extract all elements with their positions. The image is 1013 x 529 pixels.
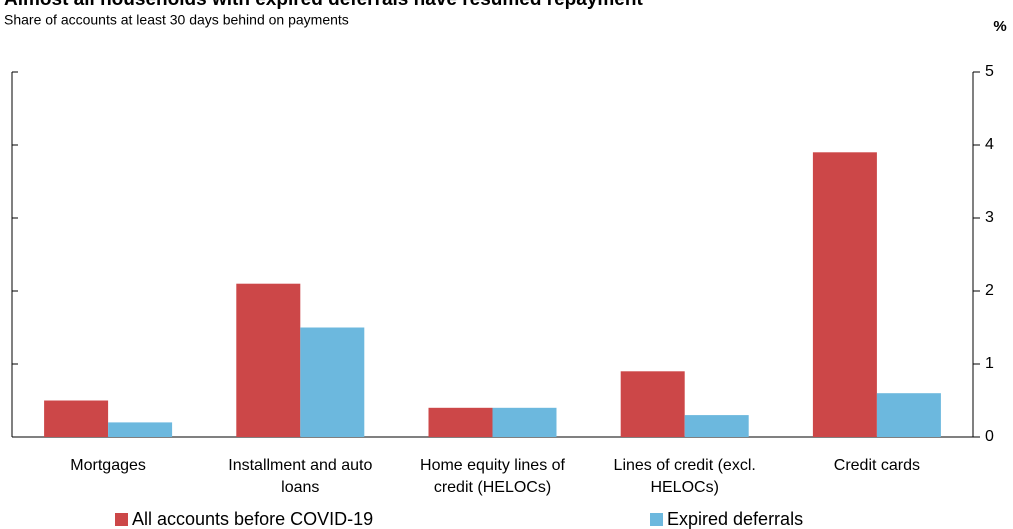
chart-title: Almost all households with expired defer… — [4, 0, 643, 10]
y-tick-label: 2 — [985, 282, 994, 299]
bar — [876, 393, 941, 437]
y-tick-label: 4 — [985, 136, 994, 153]
bar — [108, 422, 173, 437]
bar — [300, 327, 365, 437]
legend-label: All accounts before COVID-19 — [132, 509, 373, 529]
bar — [44, 400, 109, 437]
y-tick-label: 0 — [985, 428, 994, 445]
y-tick-label: 1 — [985, 355, 994, 372]
x-tick-label: Home equity lines of credit (HELOCs) — [420, 457, 565, 496]
chart-subtitle: Share of accounts at least 30 days behin… — [4, 12, 349, 28]
bar — [684, 415, 749, 437]
x-tick-label: Credit cards — [833, 457, 921, 474]
legend-label: Expired deferrals — [667, 509, 803, 529]
legend-swatch — [650, 513, 663, 526]
bar — [492, 407, 557, 437]
legend-swatch — [115, 513, 128, 526]
bar — [812, 152, 877, 438]
y-tick-label: 3 — [985, 209, 994, 226]
bar — [236, 283, 301, 437]
bar — [620, 371, 685, 437]
x-tick-label: Mortgages — [70, 457, 146, 474]
y-tick-label: 5 — [985, 63, 994, 80]
y-axis-label: % — [993, 18, 1006, 35]
bar — [428, 407, 493, 437]
x-tick-label: Lines of credit (excl. HELOCs) — [613, 457, 756, 496]
x-tick-label: Installment and auto loans — [228, 457, 373, 496]
